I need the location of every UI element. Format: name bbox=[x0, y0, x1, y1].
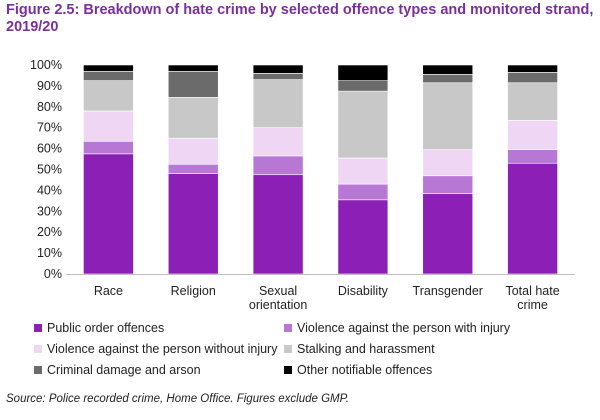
bar-segment bbox=[83, 64, 134, 72]
legend-item: Stalking and harassment bbox=[284, 340, 584, 357]
bar-segment bbox=[337, 90, 389, 159]
bar-segment bbox=[83, 80, 134, 112]
y-tick-label: 70% bbox=[37, 121, 62, 135]
y-tick-label: 90% bbox=[37, 79, 62, 93]
bar-segment bbox=[252, 155, 304, 176]
legend-item: Violence against the person without inju… bbox=[34, 340, 284, 357]
x-tick-label: orientation bbox=[249, 298, 307, 312]
bar-segment bbox=[83, 110, 134, 142]
legend-swatch bbox=[284, 365, 292, 374]
x-tick-label: Sexual bbox=[259, 284, 297, 298]
bar-segment bbox=[422, 193, 474, 275]
bar-segment bbox=[167, 137, 219, 165]
bar-segment bbox=[252, 73, 304, 80]
bar-segment bbox=[167, 163, 219, 174]
bar-segment bbox=[337, 64, 389, 81]
x-tick-label: Religion bbox=[171, 284, 216, 298]
legend-swatch bbox=[284, 344, 292, 353]
y-tick-label: 0% bbox=[44, 267, 62, 281]
bar-segment bbox=[337, 157, 389, 185]
legend-swatch bbox=[34, 323, 42, 332]
bar-segment bbox=[83, 70, 134, 81]
bar-segment bbox=[422, 149, 474, 177]
x-tick-label: Disability bbox=[338, 284, 389, 298]
legend-swatch bbox=[284, 323, 292, 332]
bar-segment bbox=[252, 64, 304, 74]
bar-segment bbox=[252, 174, 304, 275]
x-tick-label: Transgender bbox=[413, 284, 483, 298]
bar-segment bbox=[422, 82, 474, 150]
bar-segment bbox=[337, 199, 389, 275]
legend: Public order offences Violence against th… bbox=[34, 319, 594, 378]
bar-segment bbox=[422, 175, 474, 194]
bar-segment bbox=[507, 149, 558, 164]
chart-title: Figure 2.5: Breakdown of hate crime by s… bbox=[6, 2, 594, 35]
bar-segment bbox=[252, 127, 304, 157]
legend-label: Criminal damage and arson bbox=[47, 362, 201, 377]
x-tick-label: crime bbox=[517, 298, 548, 312]
legend-item: Other notifiable offences bbox=[284, 361, 584, 378]
y-tick-label: 30% bbox=[37, 204, 62, 218]
bar-segment bbox=[507, 72, 558, 84]
bar-segment bbox=[507, 162, 558, 275]
bar-segment bbox=[507, 64, 558, 73]
bar-segment bbox=[337, 80, 389, 92]
bar-segment bbox=[167, 97, 219, 139]
legend-item: Criminal damage and arson bbox=[34, 361, 284, 378]
bar-segment bbox=[337, 183, 389, 201]
legend-label: Violence against the person without inju… bbox=[47, 341, 278, 356]
legend-item: Public order offences bbox=[34, 319, 284, 336]
source-note: Source: Police recorded crime, Home Offi… bbox=[6, 393, 350, 405]
bar-segment bbox=[167, 70, 219, 98]
y-tick-label: 40% bbox=[37, 183, 62, 197]
legend-swatch bbox=[34, 344, 42, 353]
y-tick-label: 100% bbox=[30, 58, 62, 72]
y-tick-label: 80% bbox=[37, 100, 62, 114]
bar-segment bbox=[167, 173, 219, 275]
x-tick-label: Race bbox=[94, 284, 123, 298]
legend-label: Stalking and harassment bbox=[297, 341, 435, 356]
bar-segment bbox=[422, 74, 474, 84]
bar-segment bbox=[83, 153, 134, 275]
legend-swatch bbox=[34, 365, 42, 374]
legend-label: Public order offences bbox=[47, 320, 165, 335]
legend-item: Violence against the person with injury bbox=[284, 319, 584, 336]
stacked-bar-chart: 0% 10% 20% 30% 40% 50% 60% 70% 80% 90% 100% Race Re… bbox=[30, 58, 575, 312]
bar-segment bbox=[167, 64, 219, 72]
bars bbox=[83, 64, 558, 275]
y-tick-label: 60% bbox=[37, 142, 62, 156]
y-axis: 0% 10% 20% 30% 40% 50% 60% 70% 80% 90% 100% bbox=[30, 58, 62, 281]
bar-segment bbox=[507, 120, 558, 150]
y-tick-label: 10% bbox=[37, 246, 62, 260]
legend-label: Violence against the person with injury bbox=[297, 320, 511, 335]
x-tick-label: Total hate bbox=[505, 284, 559, 298]
bar-segment bbox=[83, 140, 134, 155]
bar-segment bbox=[507, 82, 558, 121]
legend-label: Other notifiable offences bbox=[297, 362, 433, 377]
y-tick-label: 20% bbox=[37, 225, 62, 239]
y-tick-label: 50% bbox=[37, 163, 62, 177]
bar-segment bbox=[252, 79, 304, 128]
bar-segment bbox=[422, 64, 474, 75]
